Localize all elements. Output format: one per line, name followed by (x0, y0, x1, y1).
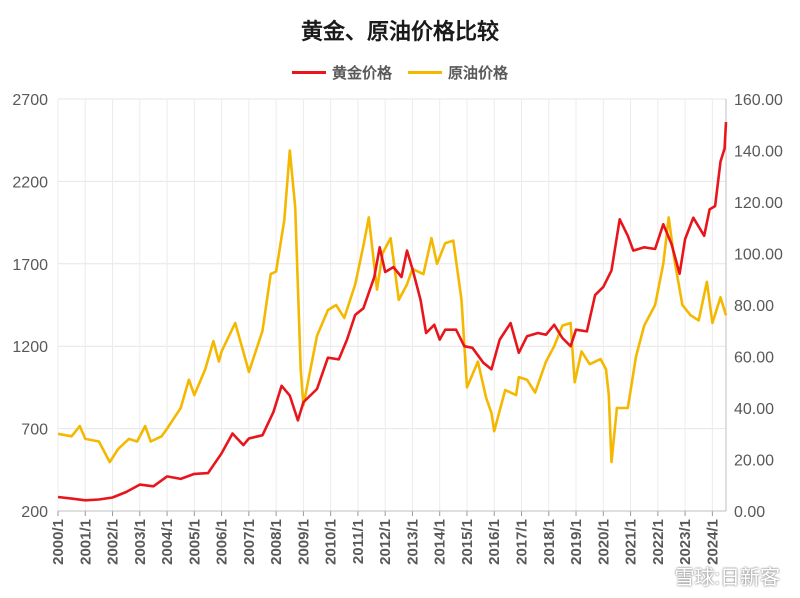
y-right-tick-label: 80.00 (734, 298, 774, 315)
series-line-oil (57, 149, 728, 464)
y-left-tick-label: 1200 (12, 339, 48, 356)
y-right-tick-label: 20.00 (734, 453, 774, 470)
legend-item-oil: 原油价格 (408, 62, 508, 83)
x-tick-label: 2019/1 (568, 519, 585, 565)
y-left-tick-label: 700 (21, 422, 48, 439)
legend-swatch-oil (408, 71, 442, 74)
x-tick-label: 2010/1 (323, 519, 340, 565)
x-tick-label: 2014/1 (432, 519, 449, 565)
x-tick-label: 2024/1 (704, 519, 721, 565)
y-left-tick-label: 2200 (12, 174, 48, 191)
legend-swatch-gold (291, 71, 326, 74)
x-tick-label: 2006/1 (214, 519, 231, 565)
y-right-tick-label: 140.00 (734, 144, 783, 161)
x-tick-label: 2022/1 (650, 519, 667, 565)
y-left-tick-label: 1700 (12, 257, 48, 274)
x-tick-label: 2008/1 (268, 519, 285, 565)
x-tick-label: 2004/1 (159, 519, 176, 565)
legend-label-gold: 黄金价格 (331, 65, 392, 82)
legend-item-gold: 黄金价格 (291, 62, 392, 83)
chart-legend: 黄金价格 原油价格 (0, 62, 800, 83)
x-tick-label: 2000/1 (50, 519, 67, 565)
y-right-tick-label: 0.00 (734, 504, 765, 521)
x-tick-label: 2016/1 (486, 519, 503, 565)
x-tick-label: 2013/1 (404, 519, 421, 565)
x-tick-label: 2018/1 (541, 519, 558, 565)
y-left-tick-label: 2700 (12, 92, 48, 109)
x-tick-label: 2011/1 (350, 519, 367, 564)
y-right-tick-label: 120.00 (734, 195, 783, 212)
legend-label-oil: 原油价格 (448, 65, 509, 82)
x-tick-label: 2012/1 (377, 519, 394, 565)
y-right-tick-label: 40.00 (734, 401, 774, 418)
x-tick-label: 2005/1 (186, 519, 203, 565)
x-tick-label: 2003/1 (132, 519, 149, 565)
x-tick-label: 2009/1 (295, 519, 312, 565)
x-tick-label: 2002/1 (105, 519, 122, 565)
y-right-tick-label: 100.00 (734, 247, 783, 264)
x-tick-label: 2023/1 (677, 519, 694, 565)
x-tick-label: 2021/1 (623, 519, 640, 565)
x-tick-label: 2020/1 (595, 519, 612, 565)
series-line-gold (57, 122, 728, 502)
y-right-tick-label: 160.00 (734, 92, 783, 109)
watermark: 雪球:日新客 (674, 567, 780, 589)
y-right-tick-label: 60.00 (734, 350, 774, 367)
y-left-tick-label: 200 (21, 504, 48, 521)
x-tick-label: 2015/1 (459, 519, 476, 565)
chart-title: 黄金、原油价格比较 (300, 19, 499, 44)
x-tick-label: 2017/1 (514, 519, 531, 565)
x-tick-label: 2007/1 (241, 519, 258, 565)
x-tick-label: 2001/1 (77, 519, 94, 565)
